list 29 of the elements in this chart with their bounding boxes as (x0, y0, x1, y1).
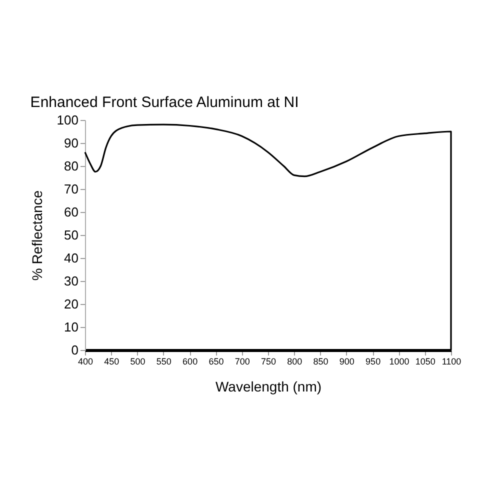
x-tick-label: 650 (208, 356, 224, 366)
x-tick-label: 700 (234, 356, 250, 366)
x-tick-label: 500 (130, 356, 146, 366)
x-tick-label: 950 (366, 356, 381, 366)
y-tick-label: 40 (64, 250, 78, 266)
y-tick-label: 50 (64, 228, 78, 242)
y-axis-title: % Reflectance (28, 190, 45, 281)
y-tick-label: 70 (64, 182, 78, 196)
y-tick-label: 0 (71, 342, 78, 358)
x-tick-label: 1000 (389, 356, 410, 366)
x-tick-label: 1100 (442, 356, 462, 366)
x-tick-label: 1050 (415, 356, 436, 366)
x-tick-label: 800 (287, 356, 302, 366)
x-tick-label: 900 (339, 356, 354, 366)
x-tick-label: 450 (104, 356, 120, 366)
chart-title: Enhanced Front Surface Aluminum at NI (30, 94, 299, 111)
y-tick-label: 60 (64, 204, 78, 220)
x-axis-title: Wavelength (nm) (215, 378, 322, 394)
x-tick-label: 850 (313, 356, 328, 366)
x-tick-label: 550 (156, 356, 172, 366)
y-tick-label: 20 (64, 296, 78, 312)
y-tick-label: 100 (56, 112, 78, 128)
y-tick-label: 10 (64, 320, 78, 334)
y-tick-label: 80 (64, 158, 78, 174)
x-tick-label: 750 (260, 356, 276, 366)
y-tick-label: 30 (64, 274, 78, 288)
x-tick-label: 400 (78, 356, 94, 366)
y-tick-label: 90 (64, 136, 78, 150)
x-tick-label: 600 (182, 356, 198, 366)
